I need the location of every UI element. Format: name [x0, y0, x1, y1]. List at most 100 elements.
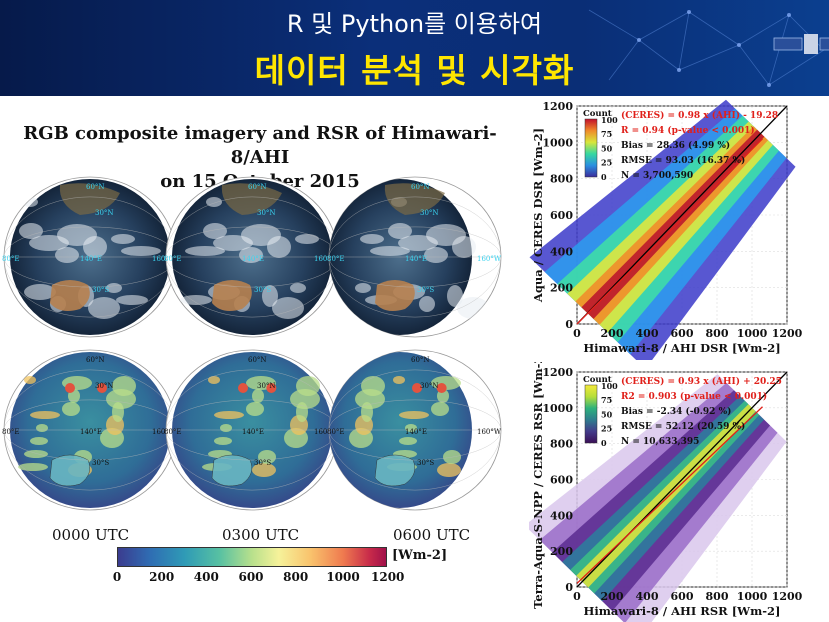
- colorbar-tick-label: 1000: [326, 570, 360, 584]
- globe-coordinate-label: 160°W: [314, 428, 339, 436]
- globe-coordinate-label: 140°E: [242, 428, 264, 436]
- y-tick-label: 1000: [542, 402, 573, 415]
- rsr-globe: 60°N 30°N 30°S 80°E 140°E 160°W: [164, 349, 339, 511]
- globe-coordinate-label: 60°N: [411, 356, 430, 364]
- y-tick-label: 1200: [542, 366, 573, 379]
- x-tick-label: 1200: [772, 590, 803, 603]
- globe-coordinate-label: 80°E: [2, 255, 20, 263]
- rgb-globe: 60°N 30°N 30°S 80°E 140°E 160°W: [327, 176, 502, 338]
- globe-coordinate-label: 30°N: [95, 209, 114, 217]
- globe-coordinate-label: 140°E: [405, 428, 427, 436]
- globe-coordinate-label: 30°S: [254, 286, 271, 294]
- globe-coordinate-label: 30°N: [420, 209, 439, 217]
- time-label-0600: 0600 UTC: [393, 526, 471, 544]
- globe-coordinate-label: 60°N: [86, 183, 105, 191]
- stat-annotation: RMSE = 52.12 (20.59 %): [621, 421, 745, 432]
- globe-coordinate-label: 30°S: [417, 286, 434, 294]
- legend-tick-label: 0: [601, 438, 607, 448]
- x-tick-label: 0: [573, 327, 581, 340]
- legend-tick-label: 0: [601, 172, 607, 182]
- colorbar-tick-label: 400: [193, 570, 219, 584]
- y-axis-label: Aqua / CERES DSR [Wm-2]: [531, 128, 545, 303]
- stat-annotation: RMSE = 93.03 (16.37 %): [621, 155, 745, 166]
- globe-coordinate-label: 140°E: [242, 255, 264, 263]
- globe-coordinate-label: 160°W: [477, 428, 502, 436]
- y-tick-label: 0: [565, 581, 573, 594]
- regression-line: [576, 406, 763, 584]
- globe-coordinate-label: 80°E: [164, 255, 182, 263]
- colorbar-unit: [Wm-2]: [392, 548, 448, 563]
- rsr-globe: 60°N 30°N 30°S 80°E 140°E 160°W: [327, 349, 502, 511]
- globe-coordinate-label: 60°N: [248, 356, 267, 364]
- globe-coordinate-label: 80°E: [164, 428, 182, 436]
- y-tick-label: 200: [550, 545, 573, 558]
- x-axis-label: Himawari-8 / AHI RSR [Wm-2]: [584, 604, 781, 618]
- legend-tick-label: 50: [601, 409, 613, 419]
- colorbar-tick-label: 600: [238, 570, 264, 584]
- globe-coordinate-label: 30°S: [92, 286, 109, 294]
- stat-annotation: N = 10,633,395: [621, 437, 699, 447]
- globe-coordinate-label: 30°N: [257, 209, 276, 217]
- globe-coordinate-label: 30°S: [92, 459, 109, 467]
- one-to-one-line: [576, 371, 788, 588]
- x-tick-label: 1000: [737, 590, 768, 603]
- x-tick-label: 400: [636, 590, 659, 603]
- y-tick-label: 600: [550, 474, 573, 487]
- y-tick-label: 1200: [542, 100, 573, 113]
- y-tick-label: 600: [550, 209, 573, 222]
- colorbar-tick-label: 0: [112, 570, 122, 584]
- legend-tick-label: 25: [601, 158, 612, 168]
- x-tick-label: 0: [573, 590, 581, 603]
- globe-coordinate-label: 80°E: [327, 428, 345, 436]
- rgb-globe: 60°N 30°N 30°S 80°E 140°E 160°W: [2, 176, 177, 338]
- y-tick-label: 1000: [542, 136, 573, 149]
- x-tick-label: 200: [601, 327, 624, 340]
- colorbar-tick-label: 200: [149, 570, 175, 584]
- header-title: 데이터 분석 및 시각화: [254, 51, 575, 90]
- globe-coordinate-label: 160°W: [477, 255, 502, 263]
- header-subtitle: R 및 Python를 이용하여: [286, 10, 543, 38]
- y-axis-label: Terra-Aqua-S-NPP / CERES RSR [Wm-2]: [531, 362, 545, 609]
- globe-coordinate-label: 80°E: [2, 428, 20, 436]
- legend-tick-label: 100: [601, 115, 618, 125]
- x-tick-label: 800: [706, 327, 729, 340]
- stat-annotation: Bias = 28.36 (4.99 %): [621, 140, 730, 151]
- globe-coordinate-label: 140°E: [80, 255, 102, 263]
- legend-tick-label: 75: [601, 129, 612, 139]
- y-tick-label: 800: [550, 173, 573, 186]
- y-tick-label: 0: [565, 318, 573, 331]
- x-tick-label: 600: [671, 590, 694, 603]
- dsr-scatter-plot: 0 200 400 600 800 1000 12000200400600800100012…: [529, 99, 803, 360]
- legend-tick-label: 75: [601, 395, 612, 405]
- regression-line: [576, 138, 763, 325]
- y-tick-label: 200: [550, 282, 573, 295]
- legend-tick-label: 100: [601, 381, 618, 391]
- legend-tick-label: 50: [601, 143, 613, 153]
- legend-tick-label: 25: [601, 424, 612, 434]
- globe-coordinate-label: 30°N: [257, 382, 276, 390]
- stat-annotation: R2 = 0.903 (p-value < 0.001): [621, 391, 767, 402]
- globe-coordinate-label: 30°S: [254, 459, 271, 467]
- stat-annotation: R = 0.94 (p-value < 0.001): [621, 125, 755, 136]
- rsr-scatter-plot: 0 200 400 600 800 1000 12000200400600800100012…: [529, 362, 803, 622]
- globe-coordinate-label: 160°W: [152, 428, 177, 436]
- x-tick-label: 800: [706, 590, 729, 603]
- globe-coordinate-label: 60°N: [411, 183, 430, 191]
- satellite-icon: [773, 34, 829, 54]
- x-tick-label: 600: [671, 327, 694, 340]
- stat-annotation: Bias = -2.34 (-0.92 %): [621, 406, 731, 417]
- colorbar-tick-label: 1200: [371, 570, 405, 584]
- header-banner: R 및 Python를 이용하여 데이터 분석 및 시각화: [0, 0, 829, 96]
- stat-annotation: (CERES) = 0.93 x (AHI) + 20.25: [621, 376, 782, 387]
- globe-coordinate-label: 30°N: [420, 382, 439, 390]
- legend-title: Count: [583, 109, 612, 119]
- rgb-globe: 60°N 30°N 30°S 80°E 140°E 160°W: [164, 176, 339, 338]
- globe-coordinate-label: 160°W: [152, 255, 177, 263]
- x-tick-label: 1000: [737, 327, 768, 340]
- y-tick-label: 400: [550, 509, 573, 522]
- stat-annotation: (CERES) = 0.98 x (AHI) - 19.28: [621, 110, 778, 121]
- rsr-colorbar: [117, 547, 387, 567]
- colorbar-tick-label: 800: [283, 570, 309, 584]
- one-to-one-line: [576, 105, 788, 325]
